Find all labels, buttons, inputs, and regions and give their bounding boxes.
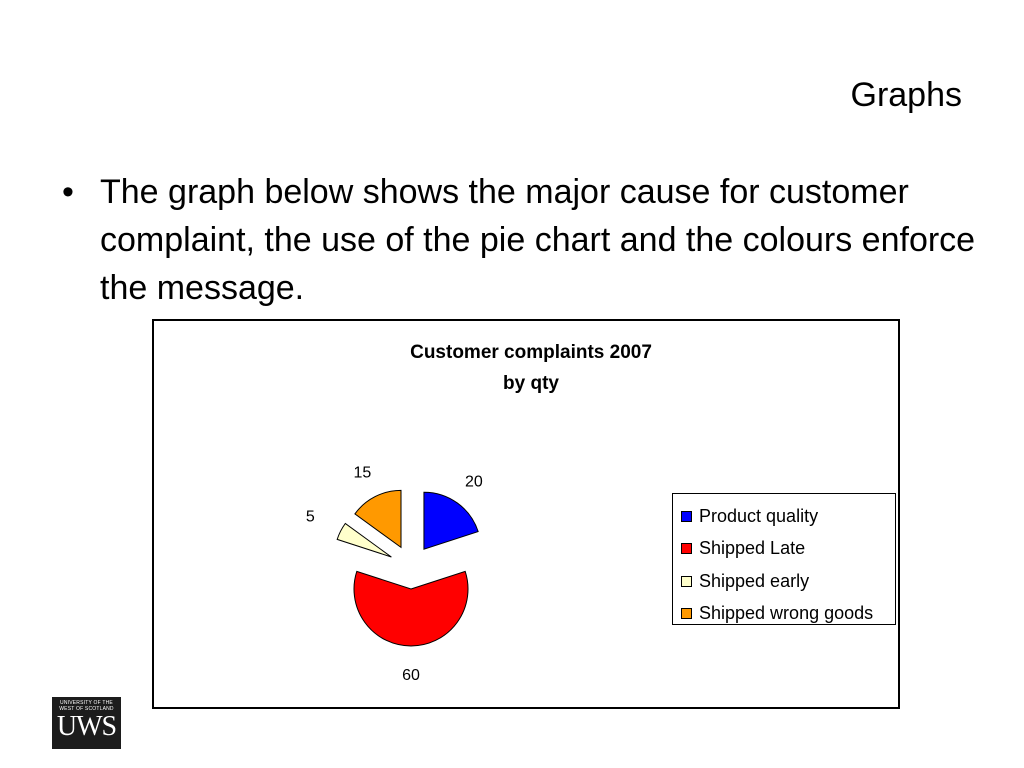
pie-slice-shipped-late — [353, 570, 469, 647]
uws-logo: University of the West of Scotland UWS — [52, 697, 121, 749]
data-label-shipped-late: 60 — [402, 667, 420, 684]
pie-slice-shipped-wrong-goods — [354, 489, 402, 549]
data-label-shipped-wrong-goods: 15 — [354, 465, 372, 482]
chart-subtitle: by qty — [503, 373, 559, 394]
chart-title: Customer complaints 2007 — [410, 342, 652, 363]
data-label-shipped-early: 5 — [306, 509, 315, 526]
logo-university-name: University of the West of Scotland — [59, 700, 114, 712]
pie-data-labels: 20 60 5 15 — [306, 465, 483, 684]
legend-swatch — [681, 510, 692, 522]
legend-label: Product quality — [699, 505, 819, 526]
pie-slice-shipped-early — [336, 522, 392, 558]
data-label-product-quality: 20 — [465, 473, 483, 490]
chart-legend: Product quality Shipped Late Shipped early… — [672, 493, 896, 625]
legend-swatch — [681, 575, 692, 587]
legend-swatch — [681, 543, 692, 555]
legend-item-product-quality: Product quality — [673, 500, 895, 533]
legend-label: Shipped early — [699, 570, 810, 591]
legend-swatch — [681, 608, 692, 620]
logo-acronym: UWS — [56, 711, 117, 742]
legend-label: Shipped Late — [699, 538, 806, 559]
legend-item-shipped-early: Shipped early — [673, 565, 895, 598]
legend-label: Shipped wrong goods — [699, 603, 874, 624]
bullet-dot: • — [62, 173, 74, 211]
pie-slices — [336, 489, 479, 647]
slide-title: Graphs — [850, 76, 963, 114]
legend-item-shipped-wrong-goods: Shipped wrong goods — [673, 598, 895, 631]
bullet-text: The graph below shows the major cause fo… — [100, 173, 976, 307]
legend-item-shipped-late: Shipped Late — [673, 533, 895, 566]
bullet-point: • The graph below shows the major cause … — [62, 168, 982, 312]
chart-frame: Customer complaints 2007 by qty 20 60 5 15 … — [152, 319, 900, 709]
pie-chart: Customer complaints 2007 by qty 20 60 5 15 — [306, 342, 652, 684]
pie-slice-product-quality — [423, 491, 479, 550]
